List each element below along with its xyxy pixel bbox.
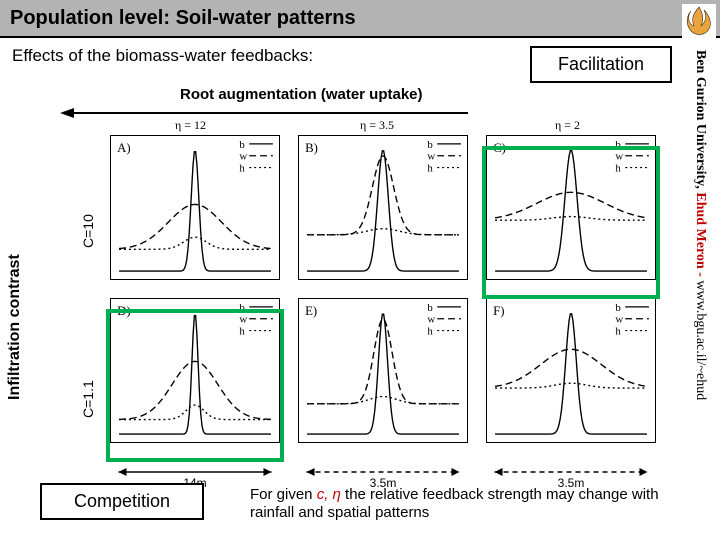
svg-text:h: h <box>239 326 245 338</box>
svg-text:h: h <box>427 326 433 338</box>
svg-text:b: b <box>615 302 620 314</box>
subtitle: Effects of the biomass-water feedbacks: <box>12 46 313 66</box>
c-label-top: C=10 <box>80 214 96 248</box>
svg-text:h: h <box>427 163 433 175</box>
panel-f: F) bwh <box>486 298 656 443</box>
svg-text:h: h <box>615 163 621 175</box>
svg-text:b: b <box>427 139 432 151</box>
slide-title: Population level: Soil-water patterns <box>10 7 356 30</box>
competition-label-box: Competition <box>40 483 204 520</box>
side-url: www.bgu.ac.il/~ehud <box>693 280 708 400</box>
panel-e: E) bwh <box>298 298 468 443</box>
panels-grid: A)bwhB)bwhC)bwhD)bwhE)bwhF)bwh <box>110 120 670 440</box>
svg-text:D): D) <box>117 304 131 318</box>
svg-text:b: b <box>239 139 244 151</box>
svg-text:A): A) <box>117 141 131 155</box>
root-aug-label: Root augmentation (water uptake) <box>180 86 423 103</box>
svg-text:h: h <box>615 326 621 338</box>
svg-text:w: w <box>615 151 623 163</box>
facilitation-label-box: Facilitation <box>530 46 672 83</box>
side-attribution: Ben Gurion University, Ehud Meron - www.… <box>688 50 718 530</box>
side-prefix: Ben Gurion University, <box>693 50 708 192</box>
svg-text:w: w <box>239 314 247 326</box>
logo <box>682 4 716 38</box>
svg-text:F): F) <box>493 304 504 318</box>
root-aug-arrow <box>60 106 470 120</box>
svg-text:w: w <box>239 151 247 163</box>
side-mid: Ehud Meron - <box>693 192 708 280</box>
title-bar: Population level: Soil-water patterns <box>0 0 720 38</box>
svg-text:w: w <box>427 314 435 326</box>
svg-text:C): C) <box>493 141 506 155</box>
svg-text:b: b <box>427 302 432 314</box>
panel-d: D) bwh <box>110 298 280 443</box>
slide-root: Population level: Soil-water patterns Ef… <box>0 0 720 540</box>
svg-text:w: w <box>427 151 435 163</box>
svg-text:B): B) <box>305 141 318 155</box>
panel-b: B) bwh <box>298 135 468 280</box>
svg-text:b: b <box>615 139 620 151</box>
panel-c: C) bwh <box>486 135 656 280</box>
svg-text:b: b <box>239 302 244 314</box>
svg-text:w: w <box>615 314 623 326</box>
svg-text:E): E) <box>305 304 317 318</box>
svg-text:h: h <box>239 163 245 175</box>
c-label-bottom: C=1.1 <box>80 380 96 418</box>
bottom-caption: For given c, η the relative feedback str… <box>250 486 670 522</box>
panel-a: A) bwh <box>110 135 280 280</box>
bottom-text-vars: c, η <box>317 486 341 503</box>
y-axis-label: Infiltration contrast <box>6 254 24 400</box>
bottom-text-1: For given <box>250 486 317 503</box>
